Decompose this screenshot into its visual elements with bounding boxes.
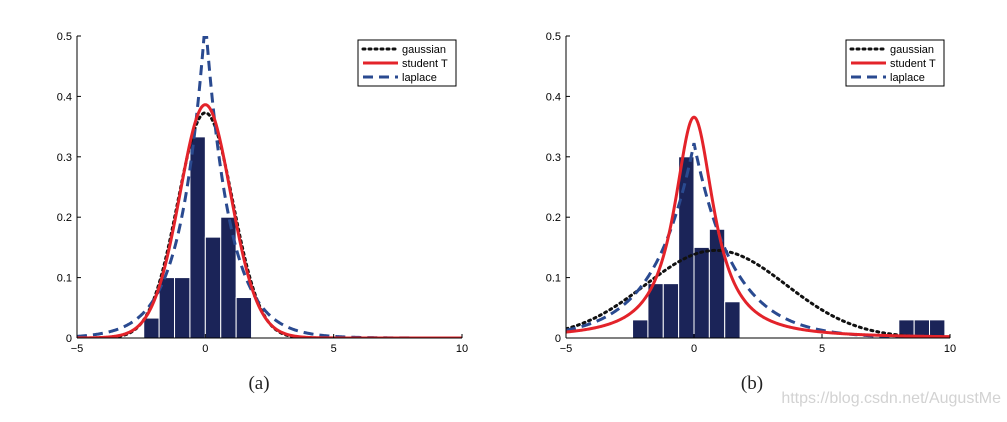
x-tick-label: 5: [819, 343, 825, 355]
y-tick-label: 0.4: [546, 91, 561, 103]
y-tick-label: 0.1: [546, 273, 561, 285]
gaussian-legend-label: gaussian: [402, 44, 446, 56]
y-tick-label: 0.5: [546, 31, 561, 43]
y-tick-label: 0.2: [57, 212, 72, 224]
legend: gaussian student T laplace: [845, 39, 945, 87]
x-tick-label: 10: [944, 343, 956, 355]
student-legend-label: student T: [402, 58, 448, 70]
laplace-curve: [77, 36, 462, 338]
laplace-curve: [566, 142, 950, 338]
gaussian-curve: [77, 111, 462, 338]
x-tick-label: −5: [560, 343, 573, 355]
student-legend-label: student T: [890, 58, 936, 70]
histogram-bar: [143, 317, 160, 339]
histogram-bar: [235, 297, 253, 339]
y-tick-label: 0.3: [546, 152, 561, 164]
student-curve: [566, 115, 950, 338]
gaussian-legend-label: gaussian: [890, 44, 934, 56]
y-tick-label: 0: [66, 333, 72, 345]
watermark: https://blog.csdn.net/AugustMe: [781, 390, 1001, 407]
student-curve: [77, 103, 462, 338]
y-tick-label: 0: [555, 333, 561, 345]
x-tick-label: 0: [691, 343, 697, 355]
histogram-bar: [662, 283, 680, 339]
legend: gaussian student T laplace: [357, 39, 457, 87]
histogram-bar: [678, 156, 695, 339]
x-tick-label: 0: [202, 343, 208, 355]
histogram-bar: [189, 136, 206, 339]
panel-caption: (a): [248, 373, 269, 394]
y-tick-label: 0.3: [57, 152, 72, 164]
panel-caption: (b): [741, 373, 763, 394]
y-tick-label: 0.1: [57, 273, 72, 285]
x-tick-label: −5: [71, 343, 84, 355]
gaussian-curve: [566, 248, 950, 338]
histogram-bar: [693, 246, 710, 339]
y-tick-label: 0.2: [546, 212, 561, 224]
histogram-bar: [174, 277, 191, 339]
histogram-bar: [724, 301, 741, 339]
histogram-bar: [204, 236, 222, 339]
y-tick-label: 0.5: [57, 31, 72, 43]
x-tick-label: 10: [456, 343, 468, 355]
histogram-bar: [632, 319, 649, 339]
laplace-legend-label: laplace: [890, 72, 925, 84]
x-tick-label: 5: [331, 343, 337, 355]
laplace-legend-label: laplace: [402, 72, 437, 84]
y-tick-label: 0.4: [57, 91, 72, 103]
